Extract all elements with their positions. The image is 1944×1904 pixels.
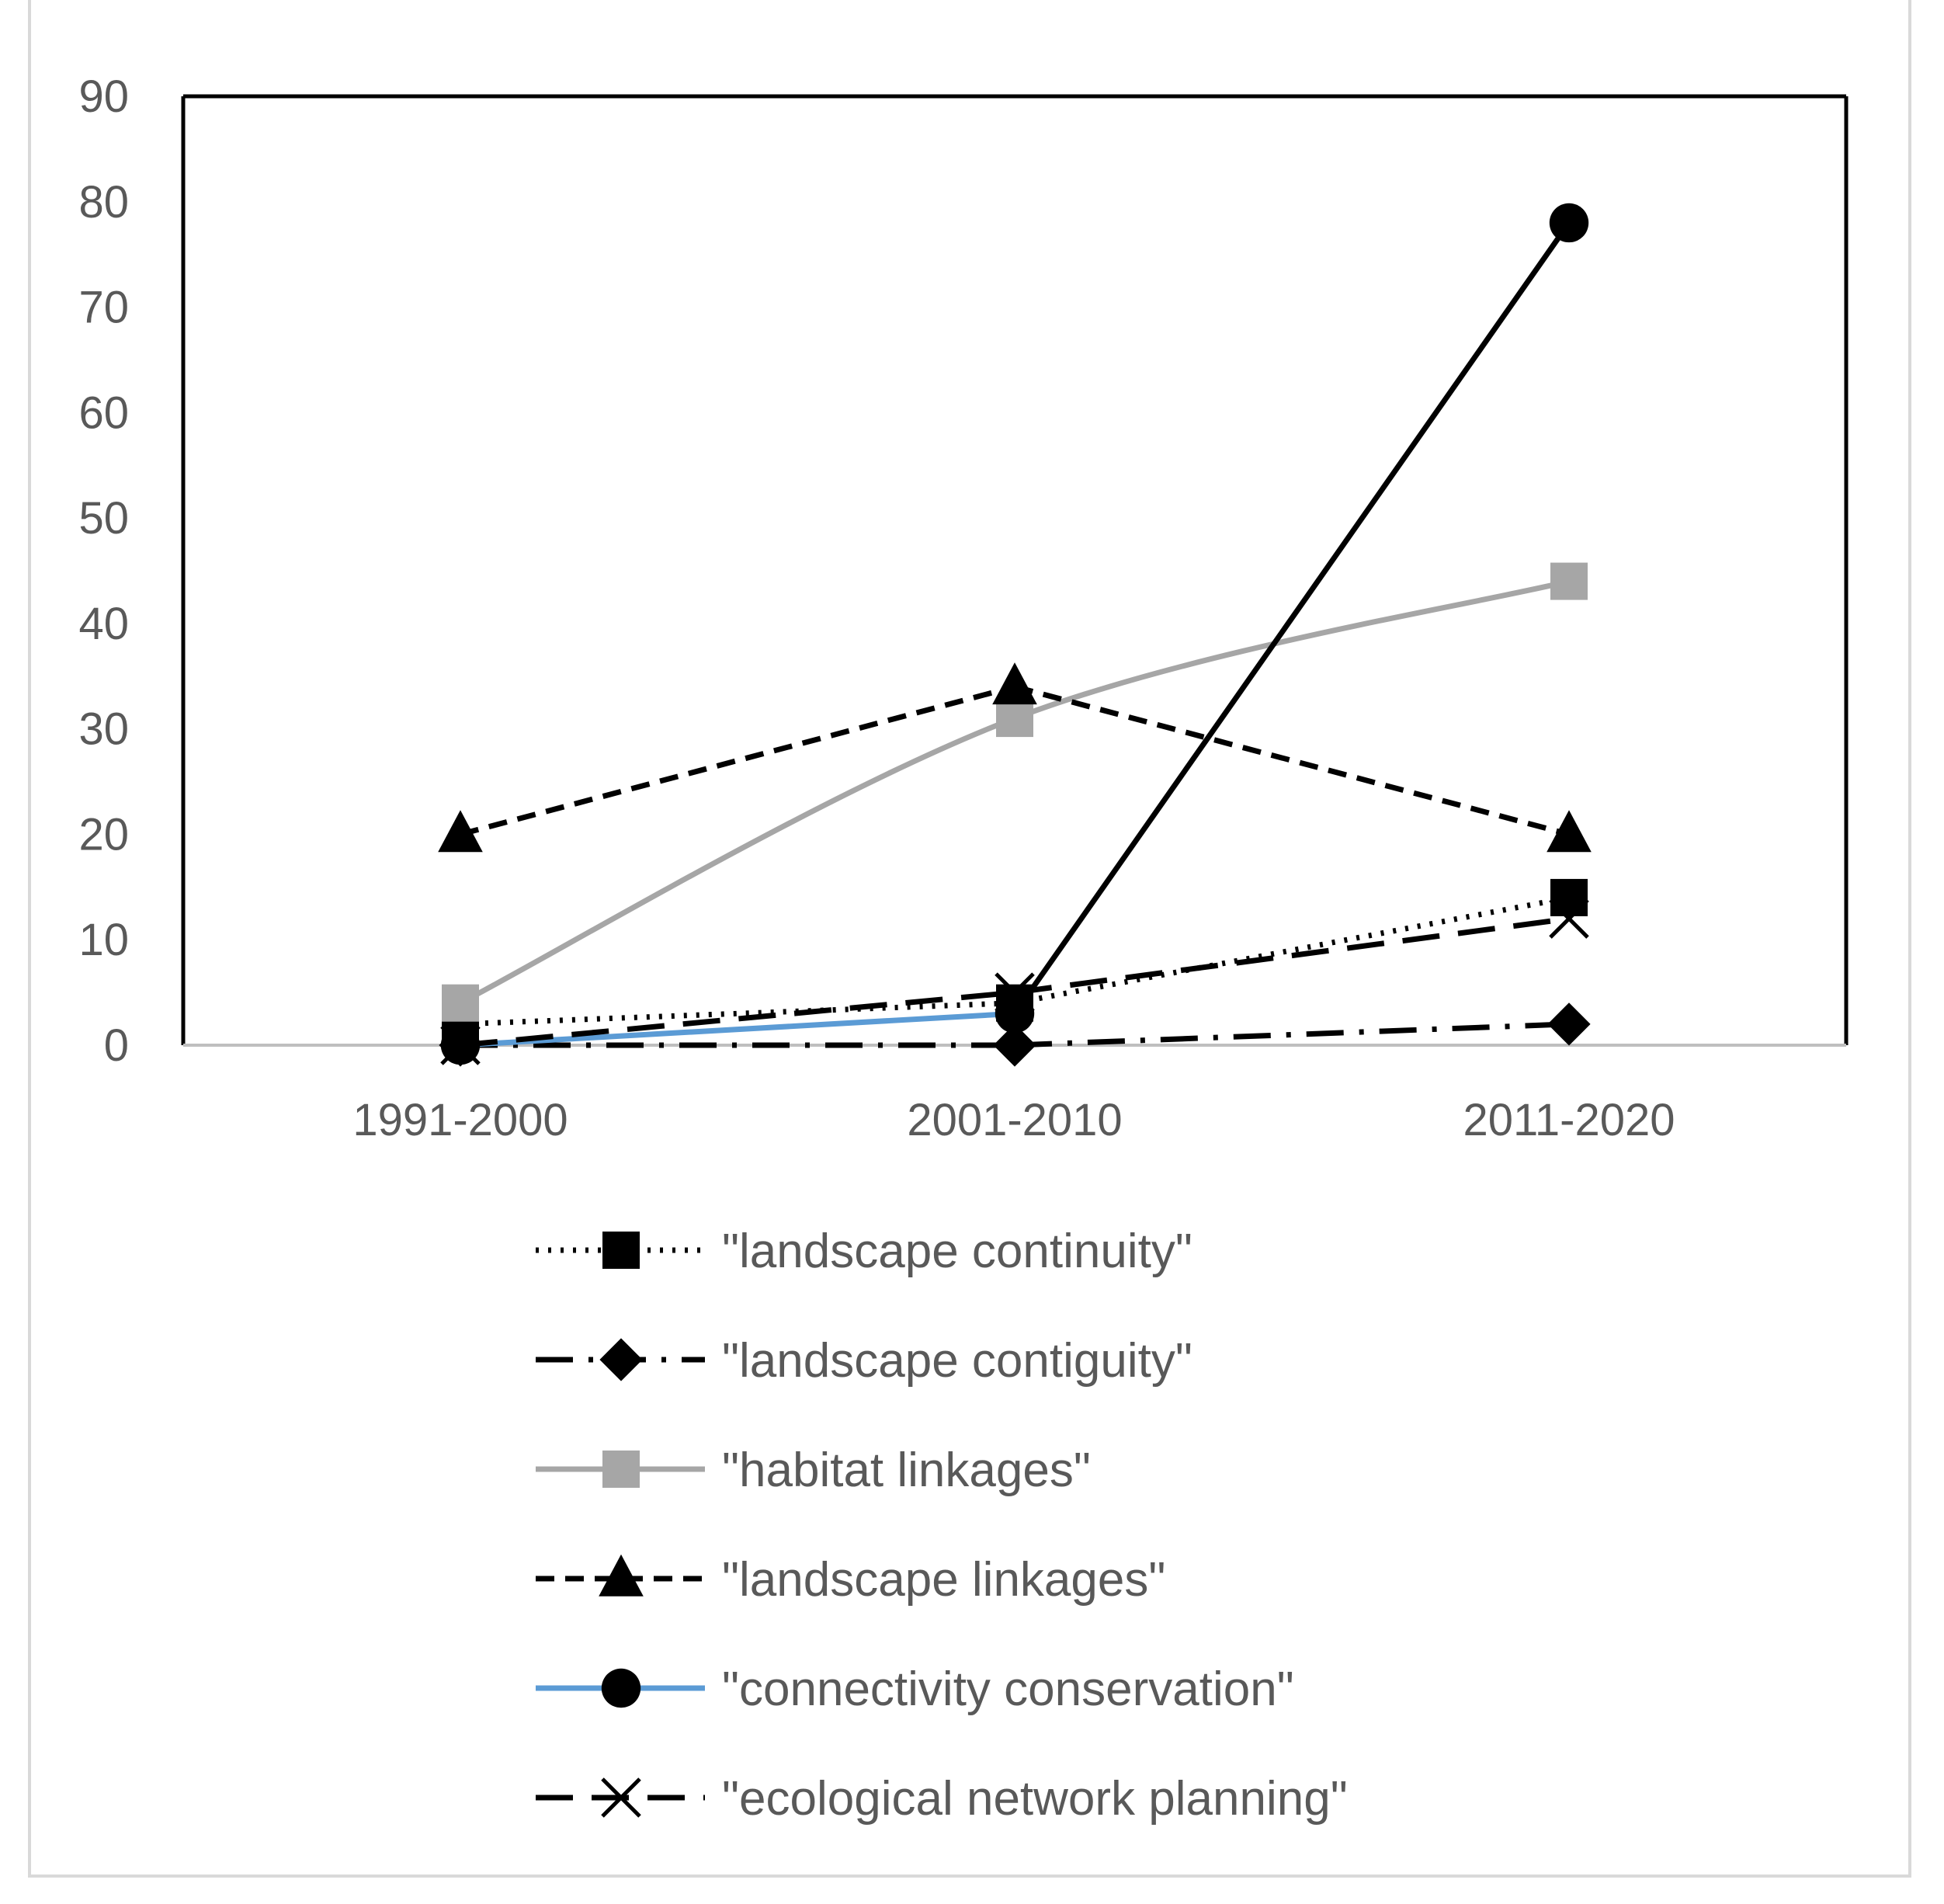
x-marker-stroke	[440, 1025, 481, 1065]
series-1	[439, 1002, 1591, 1067]
data-point	[442, 984, 479, 1022]
legend-label: "ecological network planning"	[722, 1772, 1348, 1826]
series-line-segment	[1012, 221, 1571, 1016]
legend-marker	[599, 1338, 643, 1381]
series-line-segment	[460, 989, 1015, 1048]
y-tick-label: 80	[78, 177, 129, 228]
legend-item: "habitat linkages"	[536, 1444, 1091, 1497]
y-tick-label: 10	[78, 915, 129, 965]
data-point	[1549, 203, 1589, 243]
data-point	[1547, 1002, 1591, 1046]
series-5	[440, 898, 1589, 1065]
x-tick-label: 1991-2000	[352, 1095, 568, 1145]
y-tick-label: 40	[78, 599, 129, 649]
legend-label: "landscape continuity"	[722, 1225, 1192, 1278]
legend-item: "ecological network planning"	[536, 1772, 1348, 1826]
series-line-segment	[460, 1000, 1015, 1027]
series-4	[440, 203, 1589, 1065]
legend-marker	[602, 1232, 640, 1269]
legend-label: "connectivity conservation"	[722, 1663, 1294, 1716]
legend-marker	[602, 1451, 640, 1488]
data-point	[1550, 562, 1588, 600]
y-tick-label: 0	[104, 1020, 129, 1071]
chart-frame	[28, 0, 1911, 1878]
x-marker-stroke	[1549, 898, 1589, 939]
data-point	[993, 1023, 1036, 1067]
legend-marker	[599, 1554, 644, 1597]
legend-item: "landscape contiguity"	[536, 1334, 1192, 1388]
series-line-segment	[460, 1010, 1015, 1048]
data-point	[995, 972, 1035, 1013]
legend-label: "habitat linkages"	[722, 1444, 1091, 1497]
series-line-segment	[1014, 1021, 1570, 1048]
series-line-segment	[460, 683, 1015, 837]
legend-marker	[601, 1777, 641, 1818]
data-point	[1547, 810, 1592, 853]
y-tick-label: 60	[78, 387, 129, 438]
legend-item: "connectivity conservation"	[536, 1663, 1294, 1716]
legend-label: "landscape linkages"	[722, 1553, 1165, 1607]
x-marker-stroke	[601, 1777, 641, 1818]
data-point	[1549, 898, 1589, 939]
legend-marker	[601, 1668, 641, 1708]
y-tick-label: 90	[78, 71, 129, 122]
x-marker-stroke	[995, 972, 1035, 1013]
data-point	[1550, 878, 1588, 916]
series-2	[442, 562, 1588, 1022]
x-tick-label: 2011-2020	[1463, 1095, 1675, 1145]
x-tick-label: 2001-2010	[907, 1095, 1122, 1145]
series-line-segment	[1014, 683, 1570, 837]
series-line-segment	[1014, 895, 1570, 1006]
data-point	[996, 700, 1033, 738]
y-tick-label: 30	[78, 704, 129, 755]
data-point	[992, 662, 1037, 705]
y-tick-label: 20	[78, 809, 129, 860]
series-line-segment	[1014, 916, 1570, 995]
data-point	[440, 1025, 481, 1065]
legend-item: "landscape linkages"	[536, 1553, 1165, 1607]
series-3	[438, 662, 1592, 853]
data-point	[438, 810, 483, 853]
data-point	[995, 994, 1035, 1034]
y-tick-label: 70	[78, 283, 129, 333]
y-tick-label: 50	[78, 493, 129, 544]
legend-label: "landscape contiguity"	[722, 1334, 1192, 1388]
legend-item: "landscape continuity"	[536, 1225, 1192, 1278]
